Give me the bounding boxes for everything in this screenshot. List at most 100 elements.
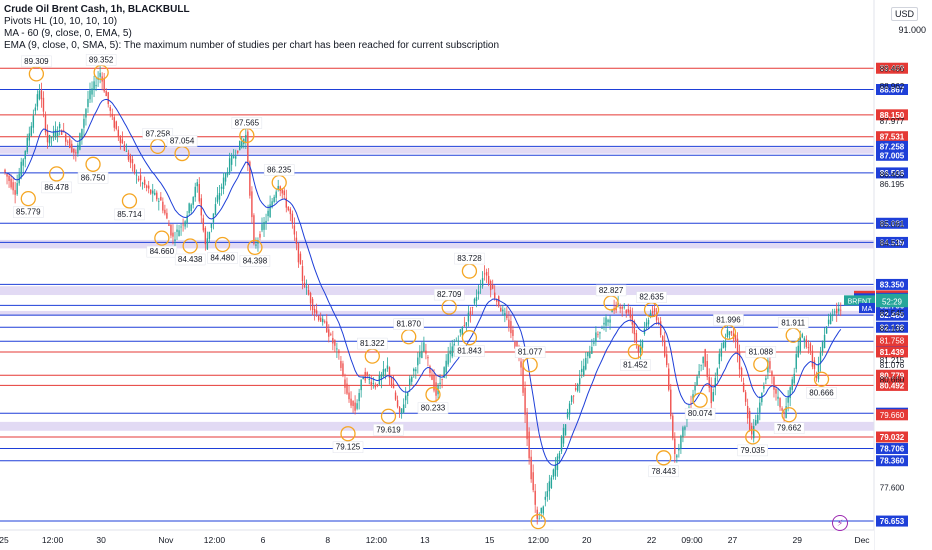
axis-top-label: 91.000 [898,25,926,35]
candle-body [293,225,296,235]
pivot-label-box [514,346,546,358]
candle-body [382,369,385,377]
candle-body [753,426,755,439]
axis-price-label: 81.076 [880,361,905,370]
candle-body [663,340,666,357]
price-box-label: 84.539 [880,238,905,247]
candle-body [635,333,638,344]
candle-body [475,297,478,301]
price-box-label: 80.779 [880,371,905,380]
price-box-label: 81.439 [880,348,905,357]
candle-body [65,134,67,142]
pivot-label-box [636,291,667,303]
candle-body [625,310,627,314]
candle-body [210,223,213,228]
side-tag-label: BRENT [848,298,872,305]
candle-body [502,309,504,312]
candle-body [384,368,387,372]
candle-body [99,72,101,77]
candle-body [431,374,433,380]
candle-body [783,412,785,414]
chart-legend: Crude Oil Brent Cash, 1h, BLACKBULL Pivo… [4,4,499,52]
pivot-label: 81.322 [360,339,385,348]
pivot-label-box [13,206,44,218]
candle-body [585,358,587,370]
candle-body [328,329,330,337]
candle-body [192,197,194,205]
price-box-label: 80.492 [880,381,905,390]
candle-body [722,342,725,349]
candle-body [639,344,642,353]
axis-price-label: 81.215 [880,356,905,365]
candle-body [342,363,344,376]
candle-body [224,173,227,182]
candle-body [803,338,806,341]
candle-body [28,133,31,141]
candle-body [14,190,16,195]
candle-body [566,412,569,418]
candle-body [291,213,294,223]
candle-body [409,378,411,386]
price-box [876,62,908,74]
pivot-label: 85.714 [117,210,142,219]
candle-body [178,230,180,237]
candle-body [479,286,482,288]
price-box-label: 78.360 [880,457,905,466]
candle-body [471,307,474,308]
candle-body [216,195,219,202]
pivot-label: 84.660 [150,247,175,256]
candle-body [649,312,652,316]
pivot-label: 86.750 [81,173,106,182]
legend-ema: EMA (9, close, 0, SMA, 5): The maximum n… [4,40,500,51]
candle-body [362,377,364,380]
candle-body [670,389,672,417]
candle-body [840,309,842,311]
candle-body [821,342,824,352]
time-tick-label: 13 [420,535,430,545]
pivot-circle [380,408,397,424]
candle-body [305,286,308,288]
candle-body [346,383,348,394]
currency-button[interactable]: USD [890,7,918,21]
candle-body [419,352,421,358]
pivot-circle [813,371,830,387]
candle-body [402,404,405,413]
candle-body [512,329,514,336]
pivot-label-box [806,387,837,399]
axis-price-box [876,335,908,347]
lightning-icon[interactable]: ⚡ [832,515,848,531]
candle-body [473,298,476,304]
candle-body [583,365,585,376]
candle-body [528,431,530,459]
pivot-circle [271,174,287,191]
candle-body [340,361,342,368]
pivot-label: 82.635 [639,293,664,302]
candle-body [445,360,447,373]
candle-body [712,392,714,402]
candle-body [607,319,609,323]
axis-price-label: 86.455 [880,171,905,180]
pivot-label: 80.666 [809,388,834,397]
price-box [876,83,908,95]
candle-body [241,141,243,148]
price-box-label: 79.032 [880,433,905,442]
candle-body [50,137,53,139]
candle-body [560,436,563,452]
pivot-circle [461,263,478,279]
time-axis-bg [0,530,874,550]
candle-body [811,350,814,367]
candle-body [396,400,399,407]
candle-body [358,392,360,402]
candle-body [77,144,79,154]
pivot-label-box [41,181,72,194]
candle-body [599,332,601,334]
candle-body [421,350,423,359]
candle-body [797,345,799,358]
candle-body [491,284,494,289]
pivot-label-box [146,245,178,258]
candle-body [799,336,801,352]
candle-body [546,491,549,497]
candle-body [558,453,561,459]
price-box-label: 88.867 [880,85,905,94]
